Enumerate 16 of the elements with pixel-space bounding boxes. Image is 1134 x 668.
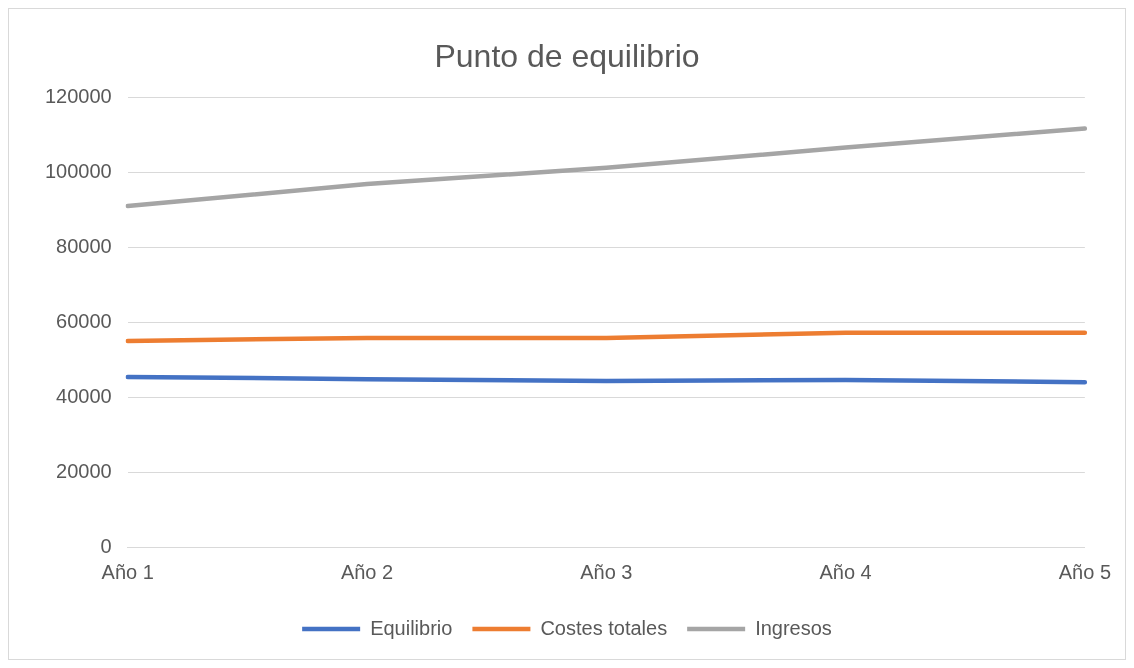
x-tick-label: Año 1 bbox=[101, 560, 154, 583]
x-tick-label: Año 2 bbox=[340, 560, 394, 583]
legend-label: Costes totales bbox=[540, 616, 668, 639]
y-tick-label: 0 bbox=[100, 534, 112, 557]
x-tick-label: Año 5 bbox=[1058, 560, 1111, 583]
y-tick-label: 100000 bbox=[44, 159, 112, 182]
legend-label: Equilibrio bbox=[370, 616, 453, 639]
y-tick-label: 120000 bbox=[44, 84, 112, 107]
y-tick-label: 80000 bbox=[56, 234, 112, 257]
x-tick-label: Año 3 bbox=[580, 560, 633, 583]
legend-label: Ingresos bbox=[755, 616, 832, 639]
y-tick-label: 40000 bbox=[56, 384, 112, 407]
chart-title: Punto de equilibrio bbox=[434, 38, 700, 75]
y-tick-label: 20000 bbox=[56, 459, 112, 482]
x-tick-label: Año 4 bbox=[819, 560, 872, 583]
y-tick-label: 60000 bbox=[56, 309, 112, 332]
